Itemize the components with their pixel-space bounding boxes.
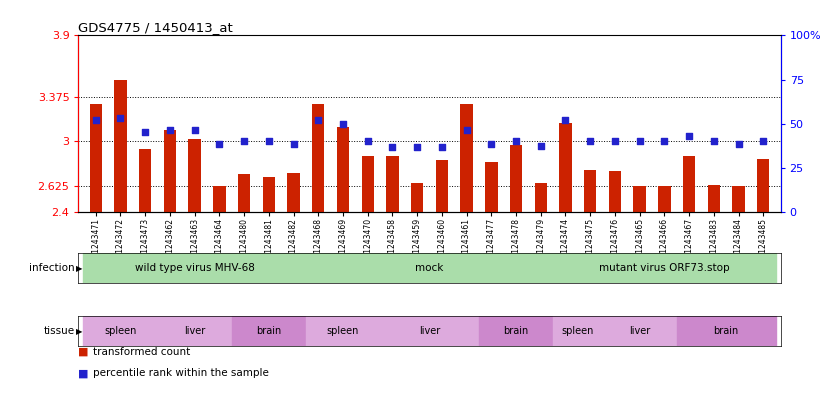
- Text: spleen: spleen: [562, 326, 594, 336]
- Bar: [658, 186, 671, 212]
- Bar: [411, 183, 424, 212]
- Bar: [683, 156, 695, 212]
- Bar: [312, 104, 325, 212]
- Point: [361, 138, 374, 145]
- Text: liver: liver: [419, 326, 440, 336]
- Point: [435, 144, 449, 151]
- Bar: [676, 316, 776, 346]
- Bar: [584, 170, 596, 212]
- Text: liver: liver: [184, 326, 206, 336]
- Point: [460, 127, 473, 133]
- Text: percentile rank within the sample: percentile rank within the sample: [93, 368, 269, 378]
- Text: ■: ■: [78, 347, 89, 357]
- Text: spleen: spleen: [104, 326, 136, 336]
- Bar: [553, 316, 603, 346]
- Bar: [479, 316, 553, 346]
- Bar: [263, 177, 275, 212]
- Bar: [337, 127, 349, 212]
- Bar: [559, 123, 572, 212]
- Bar: [460, 104, 472, 212]
- Point: [311, 117, 325, 123]
- Bar: [534, 183, 547, 212]
- Point: [732, 141, 745, 147]
- Point: [757, 138, 770, 145]
- Bar: [238, 174, 250, 212]
- Bar: [362, 156, 374, 212]
- Text: infection: infection: [29, 263, 74, 273]
- Text: brain: brain: [503, 326, 529, 336]
- Point: [608, 138, 621, 145]
- Bar: [387, 156, 399, 212]
- Text: liver: liver: [629, 326, 650, 336]
- Bar: [287, 173, 300, 212]
- Text: brain: brain: [714, 326, 738, 336]
- Point: [584, 138, 597, 145]
- Point: [188, 127, 202, 133]
- Point: [336, 121, 349, 127]
- Text: ▶: ▶: [76, 264, 83, 273]
- Bar: [158, 316, 232, 346]
- Bar: [510, 145, 522, 212]
- Bar: [435, 160, 448, 212]
- Text: GDS4775 / 1450413_at: GDS4775 / 1450413_at: [78, 21, 233, 34]
- Bar: [634, 186, 646, 212]
- Bar: [164, 130, 176, 212]
- Point: [262, 138, 275, 145]
- Point: [707, 138, 720, 145]
- Bar: [83, 316, 158, 346]
- Text: brain: brain: [256, 326, 282, 336]
- Point: [386, 144, 399, 151]
- Text: tissue: tissue: [43, 326, 74, 336]
- Point: [287, 141, 300, 147]
- Point: [682, 132, 695, 139]
- Bar: [232, 316, 306, 346]
- Bar: [188, 139, 201, 212]
- Bar: [603, 316, 676, 346]
- Point: [510, 138, 523, 145]
- Text: mutant virus ORF73.stop: mutant virus ORF73.stop: [599, 263, 729, 273]
- Bar: [83, 253, 306, 283]
- Bar: [213, 186, 225, 212]
- Text: ▶: ▶: [76, 327, 83, 336]
- Bar: [708, 185, 720, 212]
- Bar: [89, 104, 102, 212]
- Point: [139, 129, 152, 135]
- Text: ■: ■: [78, 368, 89, 378]
- Bar: [114, 80, 126, 212]
- Text: mock: mock: [415, 263, 444, 273]
- Point: [633, 138, 646, 145]
- Text: wild type virus MHV-68: wild type virus MHV-68: [135, 263, 254, 273]
- Point: [213, 141, 226, 147]
- Point: [164, 127, 177, 133]
- Bar: [139, 149, 151, 212]
- Point: [114, 115, 127, 121]
- Point: [657, 138, 671, 145]
- Bar: [380, 316, 479, 346]
- Text: spleen: spleen: [327, 326, 359, 336]
- Bar: [733, 186, 745, 212]
- Bar: [553, 253, 776, 283]
- Bar: [485, 162, 497, 212]
- Bar: [306, 253, 553, 283]
- Point: [485, 141, 498, 147]
- Point: [411, 144, 424, 151]
- Bar: [757, 159, 770, 212]
- Text: transformed count: transformed count: [93, 347, 191, 357]
- Point: [89, 117, 102, 123]
- Bar: [609, 171, 621, 212]
- Point: [534, 143, 548, 149]
- Point: [238, 138, 251, 145]
- Point: [559, 117, 572, 123]
- Bar: [306, 316, 380, 346]
